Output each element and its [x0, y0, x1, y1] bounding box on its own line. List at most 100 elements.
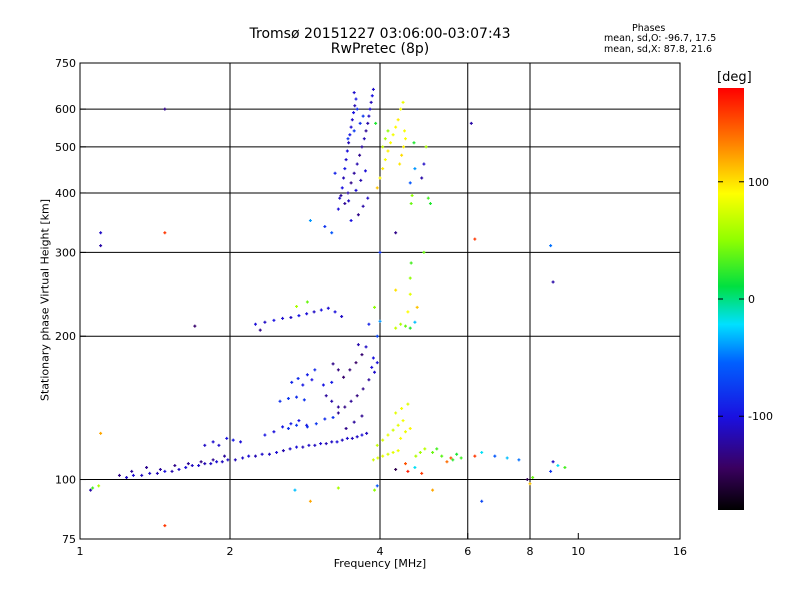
- data-point: [354, 188, 358, 192]
- data-point: [333, 171, 337, 175]
- data-point: [459, 456, 463, 460]
- data-point: [375, 484, 379, 488]
- data-point: [190, 464, 194, 468]
- data-point: [312, 310, 316, 314]
- data-point: [203, 443, 207, 447]
- data-point: [97, 484, 101, 488]
- data-point: [348, 133, 352, 137]
- data-point: [99, 231, 103, 235]
- data-point: [370, 365, 374, 369]
- data-point: [220, 460, 224, 464]
- data-point: [343, 405, 347, 409]
- data-point: [505, 456, 509, 460]
- data-point: [231, 438, 235, 442]
- data-point: [406, 310, 410, 314]
- data-point: [378, 176, 382, 180]
- data-point: [247, 454, 251, 458]
- data-point: [358, 121, 362, 125]
- data-point: [297, 314, 301, 318]
- data-point: [347, 141, 351, 145]
- data-point: [344, 426, 348, 430]
- data-point: [371, 458, 375, 462]
- data-point: [364, 345, 368, 349]
- data-point: [381, 145, 385, 149]
- phase-stats-o: mean, sd,O: -96.7, 17.5: [604, 33, 717, 44]
- data-point: [324, 394, 328, 398]
- x-tick-label: 10: [571, 545, 585, 558]
- data-point: [360, 433, 364, 437]
- data-point: [355, 394, 359, 398]
- data-point: [403, 324, 407, 328]
- data-point: [517, 458, 521, 462]
- data-point: [378, 250, 382, 254]
- data-point: [361, 114, 365, 118]
- x-tick-label: 4: [377, 545, 384, 558]
- data-point: [531, 475, 535, 479]
- data-point: [420, 471, 424, 475]
- data-point: [374, 121, 378, 125]
- data-point: [203, 462, 207, 466]
- data-point: [286, 426, 290, 430]
- data-point: [352, 420, 356, 424]
- data-point: [260, 452, 264, 456]
- data-point: [424, 145, 428, 149]
- data-point: [293, 488, 297, 492]
- data-point: [403, 430, 407, 434]
- data-point: [350, 436, 354, 440]
- data-point: [340, 438, 344, 442]
- data-point: [297, 419, 301, 423]
- data-point: [403, 137, 407, 141]
- data-point: [310, 378, 314, 382]
- data-point: [350, 118, 354, 122]
- x-tick-label: 2: [227, 545, 234, 558]
- data-point: [177, 467, 181, 471]
- data-point: [155, 471, 159, 475]
- data-point: [394, 288, 398, 292]
- data-point: [551, 280, 555, 284]
- data-point: [528, 482, 532, 486]
- data-point: [409, 202, 413, 206]
- data-point: [408, 426, 412, 430]
- data-point: [330, 380, 334, 384]
- data-point: [295, 445, 299, 449]
- data-point: [263, 320, 267, 324]
- chart-title-line1: Tromsø 20151227 03:06:00-03:07:43: [249, 26, 511, 42]
- data-point: [381, 167, 385, 171]
- x-tick-label: 16: [673, 545, 687, 558]
- data-point: [423, 447, 427, 451]
- data-point: [394, 411, 398, 415]
- data-point: [360, 414, 364, 418]
- data-point: [398, 162, 402, 166]
- data-point: [145, 465, 149, 469]
- data-point: [349, 399, 353, 403]
- data-point: [330, 231, 334, 235]
- data-point: [193, 324, 197, 328]
- data-point: [343, 202, 347, 206]
- y-tick-label: 600: [55, 103, 76, 116]
- data-point: [361, 387, 365, 391]
- data-point: [418, 450, 422, 454]
- data-point: [186, 462, 190, 466]
- data-point: [158, 467, 162, 471]
- data-point: [305, 300, 309, 304]
- data-point: [399, 322, 403, 326]
- data-point: [401, 419, 405, 423]
- data-point: [413, 167, 417, 171]
- data-point: [233, 458, 237, 462]
- data-point: [381, 454, 385, 458]
- data-point: [414, 454, 418, 458]
- data-point: [91, 486, 95, 490]
- data-point: [305, 425, 309, 429]
- data-point: [367, 322, 371, 326]
- x-tick-label: 1: [77, 545, 84, 558]
- data-point: [371, 87, 375, 91]
- x-axis-label: Frequency [MHz]: [333, 557, 427, 570]
- data-point: [449, 456, 453, 460]
- data-point: [373, 305, 377, 309]
- data-point: [295, 423, 299, 427]
- data-point: [308, 219, 312, 223]
- data-point: [386, 129, 390, 133]
- data-point: [289, 422, 293, 426]
- data-point: [422, 162, 426, 166]
- data-point: [402, 145, 406, 149]
